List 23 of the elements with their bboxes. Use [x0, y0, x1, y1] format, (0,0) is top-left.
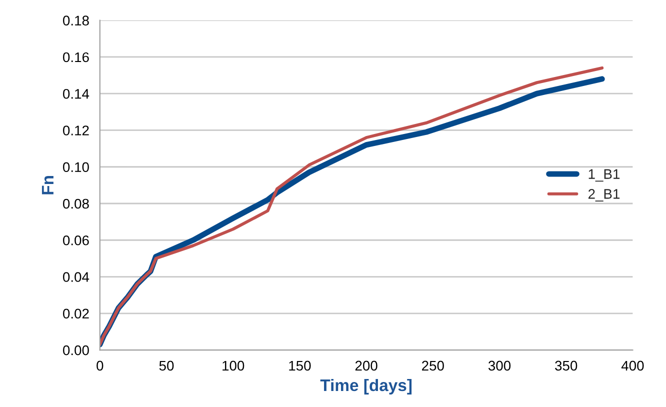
y-tick-label: 0.12 [62, 126, 89, 136]
y-tick-label: 0.14 [62, 88, 90, 99]
x-tick-label: 350 [555, 360, 578, 371]
x-tick-label: 300 [488, 360, 511, 371]
y-tick-label: 0.18 [62, 16, 89, 26]
y-axis-title: Fn [42, 176, 54, 194]
y-tick-label: 0.10 [62, 162, 89, 172]
x-tick-label: 50 [159, 360, 174, 371]
y-tick-label: 0.08 [62, 198, 89, 209]
x-tick-label: 100 [222, 360, 244, 371]
x-tick-label: 250 [422, 360, 444, 371]
legend-label: 2_B1 [588, 189, 620, 202]
y-tick-label: 0.02 [62, 308, 89, 319]
y-tick-label: 0.16 [62, 52, 89, 62]
x-axis-title: Time [days] [320, 378, 412, 394]
x-tick-label: 0 [96, 360, 104, 371]
x-tick-label: 400 [621, 360, 644, 371]
y-tick-label: 0.06 [62, 235, 89, 246]
y-tick-label: 0.04 [62, 272, 90, 282]
legend-label: 1_B1 [588, 169, 620, 182]
x-tick-label: 150 [289, 360, 311, 371]
y-tick-label: 0.00 [62, 345, 89, 356]
x-tick-label: 200 [355, 360, 378, 371]
